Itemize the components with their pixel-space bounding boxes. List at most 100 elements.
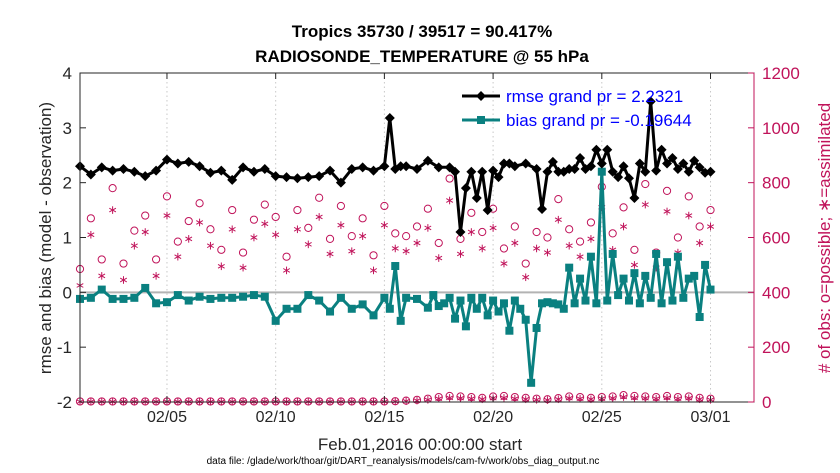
obs-assimilated-point <box>630 261 638 269</box>
bias-point <box>554 300 563 309</box>
obs-possible-point <box>130 226 139 235</box>
bias-point <box>668 296 677 305</box>
rmse-point <box>591 144 602 155</box>
star-stroke <box>554 396 562 402</box>
rmse-point <box>656 144 667 155</box>
rmse-point <box>401 161 412 172</box>
obs-assimilated-point <box>543 248 551 257</box>
obs-possible-point <box>151 255 161 264</box>
rmse-point <box>107 165 118 176</box>
obs-possible-point <box>684 192 693 201</box>
rmse-point <box>395 161 406 172</box>
bias-point <box>483 311 492 320</box>
obs-assimilated-point <box>696 239 704 247</box>
obs-assimilated-point <box>500 394 508 402</box>
rmse-point <box>596 158 607 169</box>
rmse-point <box>357 162 368 173</box>
obs-assimilated-point <box>391 244 399 253</box>
star-stroke <box>315 214 323 220</box>
legend: rmse grand pr = 2.2321 bias grand pr = -0… <box>462 87 692 130</box>
bias-point <box>586 252 595 261</box>
bias-point <box>440 299 449 308</box>
bias-point <box>516 304 525 313</box>
star-stroke <box>206 243 214 249</box>
obs-possible-point <box>184 216 193 226</box>
obs-assimilated-point <box>348 247 356 256</box>
obs-assimilated-point <box>130 241 138 250</box>
plot-area <box>80 73 754 402</box>
bias-point <box>380 293 389 302</box>
rmse-point <box>634 158 645 169</box>
rmse-point <box>602 144 613 155</box>
bias-point <box>494 307 503 316</box>
star-stroke <box>467 396 475 402</box>
star-stroke <box>620 394 628 400</box>
obs-assimilated-point <box>185 235 193 243</box>
obs-assimilated-point <box>543 396 551 404</box>
obs-possible-point <box>402 232 411 241</box>
rmse-point <box>520 158 531 169</box>
bias-point <box>119 294 128 303</box>
bias-point <box>679 293 688 302</box>
obs-assimilated-point <box>141 228 149 236</box>
star-stroke <box>446 395 454 401</box>
rmse-point <box>498 158 509 169</box>
obs-possible-point <box>662 186 672 195</box>
star-stroke <box>554 217 562 223</box>
bias-point <box>141 283 150 292</box>
y-left-tick-label: 3 <box>63 119 72 138</box>
obs-assimilated-point <box>174 252 182 261</box>
bias-point <box>108 294 117 303</box>
star-stroke <box>609 395 617 401</box>
rmse-point <box>482 205 493 216</box>
star-stroke <box>641 395 649 401</box>
obs-possible-point <box>608 229 617 238</box>
bias-point <box>293 304 302 313</box>
star-stroke <box>119 277 128 283</box>
obs-possible-point <box>521 259 530 268</box>
star-stroke <box>500 395 508 401</box>
obs-possible-point <box>271 212 280 222</box>
star-stroke <box>706 224 715 229</box>
bias-point <box>472 304 481 313</box>
bias-point <box>663 258 672 267</box>
bias-point <box>706 285 715 294</box>
rmse-point <box>335 177 346 188</box>
obs-assimilated-point <box>413 239 421 247</box>
rmse-point <box>689 155 700 166</box>
obs-assimilated-point <box>250 233 258 242</box>
rmse-point <box>422 155 433 166</box>
obs-assimilated-point <box>554 215 562 224</box>
obs-possible-point <box>206 225 215 234</box>
obs-possible-point <box>97 255 106 264</box>
rmse-point <box>248 166 259 177</box>
bias-point <box>641 271 650 280</box>
obs-assimilated-point <box>565 394 573 402</box>
obs-possible-point <box>260 200 269 209</box>
obs-assimilated-point <box>293 225 301 234</box>
obs-assimilated-point <box>152 272 160 280</box>
obs-possible-point <box>108 184 117 193</box>
star-stroke <box>435 255 443 261</box>
obs-assimilated-point <box>674 394 682 403</box>
obs-possible-point <box>641 179 650 189</box>
obs-possible-point <box>532 227 541 237</box>
y-right-tick-label: 200 <box>762 338 790 357</box>
rmse-point <box>569 163 580 174</box>
bias-point <box>565 263 574 272</box>
x-tick-label: 02/05 <box>147 409 187 426</box>
rmse-point <box>471 193 482 204</box>
bias-point <box>456 296 465 305</box>
obs-possible-point <box>141 211 150 220</box>
rmse-point <box>270 171 281 182</box>
obs-possible-point <box>304 223 313 233</box>
rmse-point <box>433 162 444 173</box>
rmse-point <box>705 166 716 177</box>
rmse-point <box>683 166 694 177</box>
rmse-point <box>640 166 651 177</box>
rmse-point <box>618 161 629 172</box>
rmse-point <box>651 165 662 176</box>
bias-point <box>249 291 258 300</box>
rmse-series-layer <box>75 96 716 238</box>
obs-possible-point <box>586 218 596 227</box>
